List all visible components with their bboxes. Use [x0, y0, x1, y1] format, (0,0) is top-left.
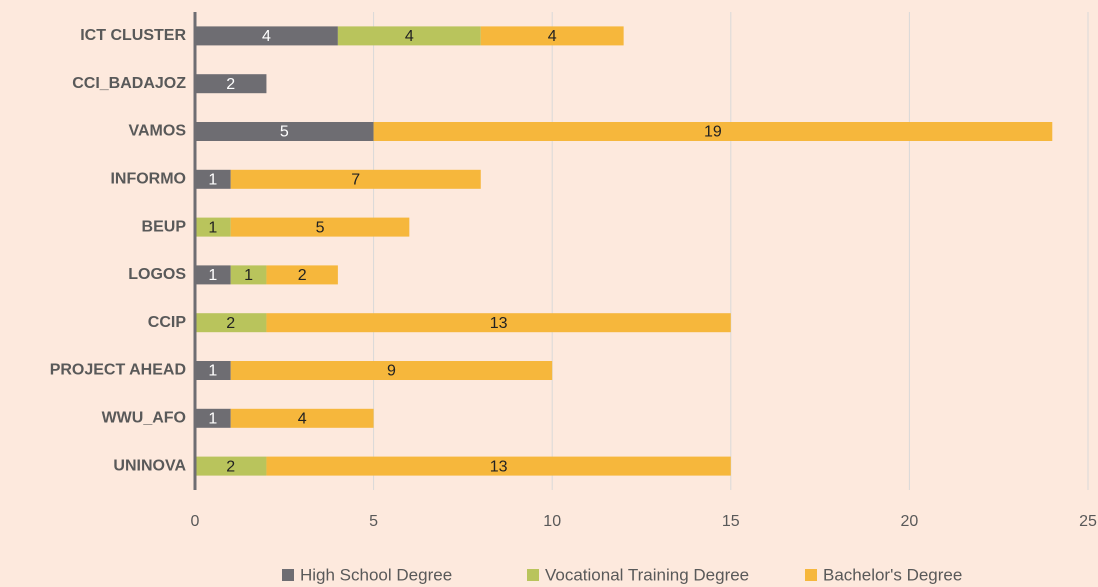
bar-segment — [230, 169, 481, 189]
value-label: 4 — [548, 28, 557, 45]
y-tick-label: BEUP — [142, 218, 187, 235]
value-label: 1 — [244, 267, 253, 284]
bar-segment — [195, 74, 267, 94]
legend-label: Bachelor's Degree — [823, 565, 962, 584]
bar-segment — [195, 122, 374, 141]
y-tick-label: LOGOS — [128, 266, 186, 283]
y-tick-label: UNINOVA — [113, 457, 186, 474]
x-tick-label: 10 — [543, 513, 561, 530]
bar-segment — [266, 313, 731, 333]
bar-segment — [195, 265, 231, 285]
legend-label: High School Degree — [300, 565, 452, 584]
value-label: 5 — [316, 219, 325, 236]
value-label: 2 — [298, 267, 307, 284]
value-label: 2 — [226, 458, 235, 475]
bar-segment — [230, 217, 410, 237]
bar-segment — [266, 265, 338, 285]
y-tick-label: CCIP — [148, 314, 187, 331]
legend-label: Vocational Training Degree — [545, 565, 749, 584]
bar-segment — [337, 26, 481, 46]
bar-segment — [480, 26, 624, 46]
legend-swatch — [527, 569, 539, 581]
y-tick-label: WWU_AFO — [102, 410, 186, 427]
x-tick-label: 20 — [901, 513, 919, 530]
y-tick-label: VAMOS — [129, 123, 187, 140]
value-label: 1 — [208, 363, 217, 380]
value-label: 4 — [262, 28, 271, 45]
bar-segment — [373, 122, 1053, 141]
value-label: 1 — [208, 172, 217, 189]
value-label: 13 — [490, 458, 508, 475]
bar-segment — [195, 217, 231, 237]
value-label: 19 — [704, 124, 722, 141]
x-tick-label: 15 — [722, 513, 740, 530]
bar-segment — [195, 456, 267, 476]
value-label: 2 — [226, 315, 235, 332]
value-label: 5 — [280, 124, 289, 141]
value-label: 4 — [405, 28, 414, 45]
value-label: 2 — [226, 76, 235, 93]
x-tick-label: 25 — [1079, 513, 1097, 530]
value-label: 1 — [208, 219, 217, 236]
value-label: 13 — [490, 315, 508, 332]
legend-swatch — [282, 569, 294, 581]
y-tick-label: PROJECT AHEAD — [50, 362, 186, 379]
bar-segment — [195, 313, 267, 333]
value-label: 4 — [298, 411, 307, 428]
y-tick-label: ICT CLUSTER — [80, 27, 186, 44]
bar-segment — [195, 361, 231, 380]
bar-segment — [230, 408, 374, 428]
value-label: 7 — [351, 172, 360, 189]
x-tick-label: 0 — [191, 513, 200, 530]
bar-segment — [230, 265, 267, 285]
bar-segment — [230, 361, 553, 380]
value-label: 9 — [387, 363, 396, 380]
x-tick-label: 5 — [369, 513, 378, 530]
y-tick-label: INFORMO — [110, 171, 186, 188]
value-label: 1 — [208, 411, 217, 428]
bar-segment — [195, 169, 231, 189]
bar-segment — [266, 456, 731, 476]
bar-segment — [195, 26, 338, 46]
legend-swatch — [805, 569, 817, 581]
y-tick-label: CCI_BADAJOZ — [72, 75, 186, 92]
bar-segment — [195, 408, 231, 428]
value-label: 1 — [208, 267, 217, 284]
